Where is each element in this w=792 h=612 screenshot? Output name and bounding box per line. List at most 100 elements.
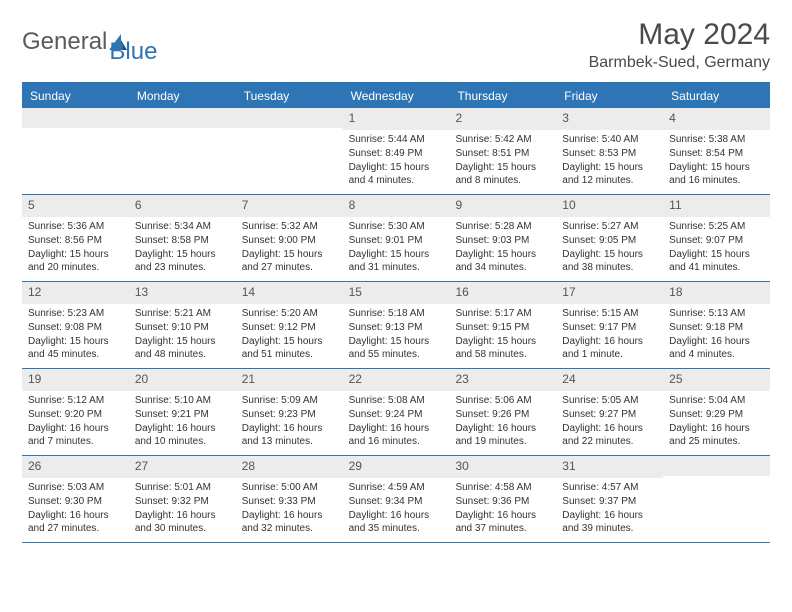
day-number: 26 bbox=[22, 456, 129, 478]
sunrise-text: Sunrise: 5:09 AM bbox=[242, 394, 337, 407]
daylight-text: Daylight: 16 hours and 10 minutes. bbox=[135, 422, 230, 448]
day-number: 7 bbox=[236, 195, 343, 217]
daylight-text: Daylight: 16 hours and 27 minutes. bbox=[28, 509, 123, 535]
sunset-text: Sunset: 9:32 PM bbox=[135, 495, 230, 508]
day-content: Sunrise: 5:05 AMSunset: 9:27 PMDaylight:… bbox=[556, 391, 663, 455]
day-content: Sunrise: 5:00 AMSunset: 9:33 PMDaylight:… bbox=[236, 478, 343, 542]
day-number: 1 bbox=[343, 108, 450, 130]
calendar-cell: 13Sunrise: 5:21 AMSunset: 9:10 PMDayligh… bbox=[129, 282, 236, 368]
daylight-text: Daylight: 15 hours and 48 minutes. bbox=[135, 335, 230, 361]
daylight-text: Daylight: 15 hours and 34 minutes. bbox=[455, 248, 550, 274]
day-content: Sunrise: 5:03 AMSunset: 9:30 PMDaylight:… bbox=[22, 478, 129, 542]
calendar: SundayMondayTuesdayWednesdayThursdayFrid… bbox=[22, 82, 770, 543]
day-number: 30 bbox=[449, 456, 556, 478]
daylight-text: Daylight: 15 hours and 27 minutes. bbox=[242, 248, 337, 274]
week-row: 12Sunrise: 5:23 AMSunset: 9:08 PMDayligh… bbox=[22, 282, 770, 369]
day-number: 2 bbox=[449, 108, 556, 130]
day-content: Sunrise: 5:36 AMSunset: 8:56 PMDaylight:… bbox=[22, 217, 129, 281]
sunrise-text: Sunrise: 5:13 AM bbox=[669, 307, 764, 320]
day-number: 23 bbox=[449, 369, 556, 391]
sunrise-text: Sunrise: 5:01 AM bbox=[135, 481, 230, 494]
sunset-text: Sunset: 9:20 PM bbox=[28, 408, 123, 421]
sunrise-text: Sunrise: 5:21 AM bbox=[135, 307, 230, 320]
sunset-text: Sunset: 9:18 PM bbox=[669, 321, 764, 334]
sunrise-text: Sunrise: 5:18 AM bbox=[349, 307, 444, 320]
daylight-text: Daylight: 16 hours and 19 minutes. bbox=[455, 422, 550, 448]
calendar-cell: 2Sunrise: 5:42 AMSunset: 8:51 PMDaylight… bbox=[449, 108, 556, 194]
daylight-text: Daylight: 16 hours and 39 minutes. bbox=[562, 509, 657, 535]
day-number: 9 bbox=[449, 195, 556, 217]
day-content: Sunrise: 5:17 AMSunset: 9:15 PMDaylight:… bbox=[449, 304, 556, 368]
calendar-cell: 5Sunrise: 5:36 AMSunset: 8:56 PMDaylight… bbox=[22, 195, 129, 281]
day-number: 6 bbox=[129, 195, 236, 217]
daylight-text: Daylight: 15 hours and 58 minutes. bbox=[455, 335, 550, 361]
day-content: Sunrise: 5:27 AMSunset: 9:05 PMDaylight:… bbox=[556, 217, 663, 281]
day-content: Sunrise: 5:21 AMSunset: 9:10 PMDaylight:… bbox=[129, 304, 236, 368]
calendar-cell: 20Sunrise: 5:10 AMSunset: 9:21 PMDayligh… bbox=[129, 369, 236, 455]
sunrise-text: Sunrise: 4:59 AM bbox=[349, 481, 444, 494]
sunrise-text: Sunrise: 5:38 AM bbox=[669, 133, 764, 146]
sunset-text: Sunset: 9:24 PM bbox=[349, 408, 444, 421]
daylight-text: Daylight: 16 hours and 22 minutes. bbox=[562, 422, 657, 448]
calendar-cell: 30Sunrise: 4:58 AMSunset: 9:36 PMDayligh… bbox=[449, 456, 556, 542]
daylight-text: Daylight: 15 hours and 8 minutes. bbox=[455, 161, 550, 187]
sunset-text: Sunset: 8:51 PM bbox=[455, 147, 550, 160]
day-content: Sunrise: 5:13 AMSunset: 9:18 PMDaylight:… bbox=[663, 304, 770, 368]
calendar-cell: 10Sunrise: 5:27 AMSunset: 9:05 PMDayligh… bbox=[556, 195, 663, 281]
daylight-text: Daylight: 16 hours and 25 minutes. bbox=[669, 422, 764, 448]
sunset-text: Sunset: 8:56 PM bbox=[28, 234, 123, 247]
calendar-cell: 28Sunrise: 5:00 AMSunset: 9:33 PMDayligh… bbox=[236, 456, 343, 542]
day-number: 17 bbox=[556, 282, 663, 304]
calendar-cell: 18Sunrise: 5:13 AMSunset: 9:18 PMDayligh… bbox=[663, 282, 770, 368]
calendar-cell: 14Sunrise: 5:20 AMSunset: 9:12 PMDayligh… bbox=[236, 282, 343, 368]
sunrise-text: Sunrise: 5:44 AM bbox=[349, 133, 444, 146]
day-content: Sunrise: 4:57 AMSunset: 9:37 PMDaylight:… bbox=[556, 478, 663, 542]
logo-text-1: General bbox=[22, 28, 107, 56]
sunset-text: Sunset: 9:33 PM bbox=[242, 495, 337, 508]
day-number: 10 bbox=[556, 195, 663, 217]
day-header: Sunday bbox=[22, 84, 129, 108]
sunrise-text: Sunrise: 5:00 AM bbox=[242, 481, 337, 494]
day-content: Sunrise: 5:30 AMSunset: 9:01 PMDaylight:… bbox=[343, 217, 450, 281]
day-content: Sunrise: 5:04 AMSunset: 9:29 PMDaylight:… bbox=[663, 391, 770, 455]
day-number: 24 bbox=[556, 369, 663, 391]
day-content: Sunrise: 5:18 AMSunset: 9:13 PMDaylight:… bbox=[343, 304, 450, 368]
sunset-text: Sunset: 9:27 PM bbox=[562, 408, 657, 421]
sunrise-text: Sunrise: 5:10 AM bbox=[135, 394, 230, 407]
calendar-cell: 16Sunrise: 5:17 AMSunset: 9:15 PMDayligh… bbox=[449, 282, 556, 368]
calendar-cell: 4Sunrise: 5:38 AMSunset: 8:54 PMDaylight… bbox=[663, 108, 770, 194]
daylight-text: Daylight: 16 hours and 7 minutes. bbox=[28, 422, 123, 448]
sunset-text: Sunset: 9:29 PM bbox=[669, 408, 764, 421]
daylight-text: Daylight: 15 hours and 51 minutes. bbox=[242, 335, 337, 361]
sunrise-text: Sunrise: 5:36 AM bbox=[28, 220, 123, 233]
day-header: Monday bbox=[129, 84, 236, 108]
week-row: 26Sunrise: 5:03 AMSunset: 9:30 PMDayligh… bbox=[22, 456, 770, 543]
sunrise-text: Sunrise: 5:12 AM bbox=[28, 394, 123, 407]
calendar-cell: 12Sunrise: 5:23 AMSunset: 9:08 PMDayligh… bbox=[22, 282, 129, 368]
day-header: Thursday bbox=[449, 84, 556, 108]
sunset-text: Sunset: 9:08 PM bbox=[28, 321, 123, 334]
calendar-cell: 21Sunrise: 5:09 AMSunset: 9:23 PMDayligh… bbox=[236, 369, 343, 455]
sunset-text: Sunset: 9:05 PM bbox=[562, 234, 657, 247]
day-content: Sunrise: 5:32 AMSunset: 9:00 PMDaylight:… bbox=[236, 217, 343, 281]
sunrise-text: Sunrise: 5:06 AM bbox=[455, 394, 550, 407]
daylight-text: Daylight: 15 hours and 12 minutes. bbox=[562, 161, 657, 187]
sunrise-text: Sunrise: 5:28 AM bbox=[455, 220, 550, 233]
daylight-text: Daylight: 15 hours and 16 minutes. bbox=[669, 161, 764, 187]
calendar-cell: 8Sunrise: 5:30 AMSunset: 9:01 PMDaylight… bbox=[343, 195, 450, 281]
daylight-text: Daylight: 16 hours and 35 minutes. bbox=[349, 509, 444, 535]
sunset-text: Sunset: 9:03 PM bbox=[455, 234, 550, 247]
week-row: 5Sunrise: 5:36 AMSunset: 8:56 PMDaylight… bbox=[22, 195, 770, 282]
day-number: 12 bbox=[22, 282, 129, 304]
calendar-cell: 3Sunrise: 5:40 AMSunset: 8:53 PMDaylight… bbox=[556, 108, 663, 194]
day-number: 29 bbox=[343, 456, 450, 478]
day-number: 20 bbox=[129, 369, 236, 391]
sunset-text: Sunset: 9:15 PM bbox=[455, 321, 550, 334]
sunrise-text: Sunrise: 5:32 AM bbox=[242, 220, 337, 233]
calendar-cell bbox=[236, 108, 343, 194]
logo-text-2: Blue bbox=[109, 38, 157, 66]
header: General Blue May 2024 Barmbek-Sued, Germ… bbox=[22, 18, 770, 72]
day-headers: SundayMondayTuesdayWednesdayThursdayFrid… bbox=[22, 84, 770, 108]
daylight-text: Daylight: 16 hours and 37 minutes. bbox=[455, 509, 550, 535]
day-content: Sunrise: 5:38 AMSunset: 8:54 PMDaylight:… bbox=[663, 130, 770, 194]
